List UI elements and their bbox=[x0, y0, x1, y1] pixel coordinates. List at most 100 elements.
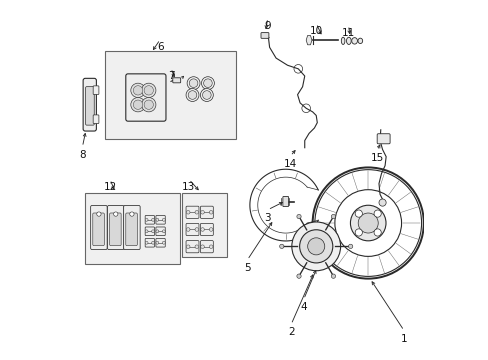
Circle shape bbox=[202, 91, 211, 99]
FancyBboxPatch shape bbox=[185, 224, 199, 235]
Circle shape bbox=[378, 199, 386, 206]
Circle shape bbox=[358, 213, 377, 233]
Text: 3: 3 bbox=[264, 213, 270, 222]
Circle shape bbox=[188, 91, 196, 99]
Circle shape bbox=[201, 245, 204, 248]
FancyBboxPatch shape bbox=[93, 213, 104, 246]
FancyBboxPatch shape bbox=[109, 213, 121, 246]
Text: 8: 8 bbox=[79, 150, 85, 160]
Circle shape bbox=[156, 230, 159, 233]
FancyBboxPatch shape bbox=[200, 206, 213, 219]
Circle shape bbox=[186, 211, 190, 214]
FancyBboxPatch shape bbox=[261, 33, 268, 39]
FancyBboxPatch shape bbox=[83, 78, 96, 131]
Circle shape bbox=[195, 245, 198, 248]
Circle shape bbox=[195, 228, 198, 231]
Circle shape bbox=[299, 230, 332, 263]
Circle shape bbox=[373, 210, 381, 217]
Circle shape bbox=[131, 98, 145, 112]
FancyBboxPatch shape bbox=[90, 206, 107, 249]
FancyBboxPatch shape bbox=[185, 206, 199, 219]
Circle shape bbox=[144, 100, 153, 109]
Circle shape bbox=[296, 214, 301, 219]
Circle shape bbox=[201, 228, 204, 231]
FancyBboxPatch shape bbox=[107, 206, 124, 249]
FancyBboxPatch shape bbox=[200, 240, 213, 253]
FancyBboxPatch shape bbox=[125, 74, 165, 121]
FancyBboxPatch shape bbox=[185, 240, 199, 253]
Circle shape bbox=[296, 274, 301, 278]
Circle shape bbox=[209, 228, 212, 231]
Text: 10: 10 bbox=[309, 26, 322, 36]
Text: 5: 5 bbox=[244, 263, 250, 273]
Text: 12: 12 bbox=[103, 182, 117, 192]
Circle shape bbox=[145, 241, 148, 244]
Circle shape bbox=[354, 210, 362, 217]
FancyBboxPatch shape bbox=[145, 227, 154, 235]
FancyBboxPatch shape bbox=[125, 213, 137, 246]
FancyBboxPatch shape bbox=[85, 87, 94, 125]
Circle shape bbox=[209, 211, 212, 214]
FancyBboxPatch shape bbox=[93, 115, 99, 123]
Bar bbox=[104, 51, 235, 139]
Text: 15: 15 bbox=[370, 153, 383, 163]
FancyBboxPatch shape bbox=[123, 206, 140, 249]
Circle shape bbox=[200, 89, 213, 102]
Bar bbox=[182, 193, 226, 257]
Bar bbox=[85, 193, 180, 264]
Circle shape bbox=[151, 219, 154, 221]
Text: 1: 1 bbox=[400, 333, 407, 343]
Circle shape bbox=[201, 77, 214, 90]
Ellipse shape bbox=[357, 38, 362, 44]
Circle shape bbox=[144, 86, 153, 95]
Text: 14: 14 bbox=[283, 159, 296, 169]
Circle shape bbox=[129, 212, 134, 216]
Circle shape bbox=[348, 244, 352, 248]
Circle shape bbox=[291, 222, 340, 271]
Ellipse shape bbox=[351, 38, 357, 44]
Circle shape bbox=[330, 214, 335, 219]
Circle shape bbox=[162, 219, 165, 221]
Circle shape bbox=[354, 229, 362, 236]
FancyBboxPatch shape bbox=[145, 216, 154, 224]
FancyBboxPatch shape bbox=[376, 134, 389, 144]
Circle shape bbox=[201, 211, 204, 214]
FancyBboxPatch shape bbox=[156, 227, 165, 235]
FancyBboxPatch shape bbox=[282, 197, 288, 207]
Circle shape bbox=[133, 100, 142, 109]
Circle shape bbox=[195, 211, 198, 214]
Text: 6: 6 bbox=[157, 42, 163, 52]
Circle shape bbox=[330, 274, 335, 278]
FancyBboxPatch shape bbox=[145, 238, 154, 247]
Circle shape bbox=[162, 230, 165, 233]
Circle shape bbox=[145, 219, 148, 221]
Circle shape bbox=[185, 89, 199, 102]
Circle shape bbox=[209, 245, 212, 248]
Text: 9: 9 bbox=[264, 21, 270, 31]
Circle shape bbox=[186, 245, 190, 248]
Circle shape bbox=[186, 228, 190, 231]
Circle shape bbox=[162, 241, 165, 244]
Circle shape bbox=[373, 229, 381, 236]
Ellipse shape bbox=[346, 37, 350, 44]
Circle shape bbox=[203, 79, 212, 87]
Circle shape bbox=[145, 230, 148, 233]
Text: 2: 2 bbox=[287, 327, 294, 337]
Text: 7: 7 bbox=[167, 71, 174, 81]
Circle shape bbox=[189, 79, 198, 87]
Circle shape bbox=[187, 77, 200, 90]
Text: 4: 4 bbox=[300, 302, 306, 312]
FancyBboxPatch shape bbox=[156, 238, 165, 247]
Circle shape bbox=[142, 83, 156, 98]
FancyBboxPatch shape bbox=[172, 78, 180, 83]
FancyBboxPatch shape bbox=[200, 224, 213, 235]
FancyBboxPatch shape bbox=[156, 216, 165, 224]
Circle shape bbox=[156, 241, 159, 244]
Circle shape bbox=[113, 212, 118, 216]
Circle shape bbox=[279, 244, 284, 248]
Circle shape bbox=[156, 219, 159, 221]
FancyBboxPatch shape bbox=[93, 86, 99, 94]
Circle shape bbox=[151, 241, 154, 244]
Circle shape bbox=[97, 212, 101, 216]
Circle shape bbox=[151, 230, 154, 233]
